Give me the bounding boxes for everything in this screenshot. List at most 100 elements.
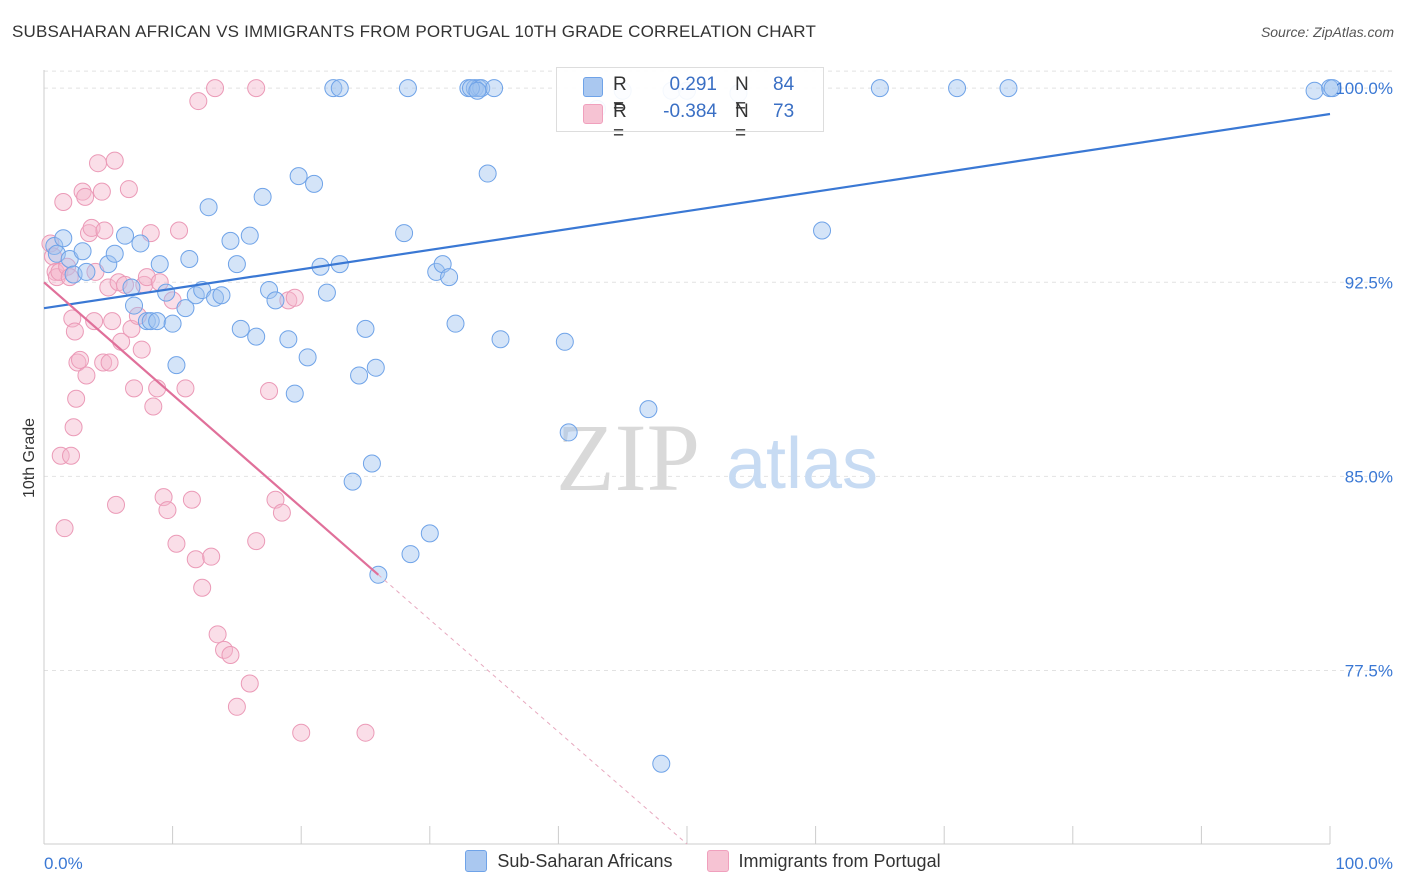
legend-item-subsaharan[interactable]: Sub-Saharan Africans — [465, 850, 673, 872]
portugal-point — [55, 519, 74, 538]
subsaharan-point — [317, 283, 336, 302]
stats-swatch-blue — [583, 77, 603, 97]
portugal-trend-extension — [378, 574, 688, 845]
portugal-point — [100, 353, 119, 372]
subsaharan-point — [176, 299, 195, 318]
portugal-point — [92, 182, 111, 201]
subsaharan-point — [247, 327, 266, 346]
subsaharan-point — [99, 255, 118, 274]
legend: Sub-Saharan Africans Immigrants from Por… — [0, 850, 1406, 872]
portugal-point — [240, 674, 259, 693]
n-label: N = — [735, 101, 749, 144]
subsaharan-point — [148, 312, 167, 331]
subsaharan-point — [253, 187, 272, 206]
subsaharan-point — [1323, 79, 1342, 98]
portugal-point — [182, 490, 201, 509]
subsaharan-point — [813, 221, 832, 240]
portugal-point — [170, 221, 189, 240]
n-value: 84 — [773, 74, 795, 95]
portugal-point — [158, 501, 177, 520]
portugal-point — [193, 578, 212, 597]
subsaharan-point — [870, 79, 889, 98]
portugal-point — [85, 312, 104, 331]
subsaharan-point — [279, 330, 298, 349]
n-value: 73 — [773, 101, 795, 122]
portugal-point — [103, 312, 122, 331]
portugal-point — [292, 723, 311, 742]
subsaharan-point — [125, 296, 144, 315]
subsaharan-point — [478, 164, 497, 183]
r-label: R = — [613, 74, 627, 117]
portugal-point — [272, 503, 291, 522]
series-subsaharan-points — [45, 79, 1342, 773]
portugal-point — [77, 366, 96, 385]
subsaharan-point — [485, 79, 504, 98]
subsaharan-point — [555, 332, 574, 351]
portugal-point — [186, 550, 205, 569]
subsaharan-point — [285, 384, 304, 403]
legend-label: Sub-Saharan Africans — [497, 850, 673, 871]
subsaharan-trend-line — [43, 112, 1331, 310]
subsaharan-point — [491, 330, 510, 349]
watermark-zip: ZIP — [556, 404, 700, 511]
r-value: 0.291 — [669, 74, 717, 95]
subsaharan-point — [366, 358, 385, 377]
subsaharan-point — [105, 244, 124, 263]
portugal-point — [68, 353, 87, 372]
subsaharan-point — [420, 524, 439, 543]
subsaharan-point — [330, 79, 349, 98]
portugal-point — [80, 224, 99, 243]
subsaharan-point — [305, 174, 324, 193]
portugal-point — [285, 288, 304, 307]
subsaharan-point — [199, 198, 218, 217]
subsaharan-point — [180, 249, 199, 268]
portugal-point — [356, 723, 375, 742]
subsaharan-point — [77, 262, 96, 281]
portugal-point — [94, 353, 113, 372]
legend-label: Immigrants from Portugal — [738, 850, 941, 871]
portugal-point — [64, 418, 83, 437]
subsaharan-point — [240, 226, 259, 245]
subsaharan-point — [221, 231, 240, 250]
subsaharan-point — [157, 283, 176, 302]
portugal-point — [189, 92, 208, 111]
subsaharan-point — [212, 286, 231, 305]
tick-labels: 77.5% 85.0% 92.5% 100.0% 0.0% 100.0% — [44, 79, 1393, 873]
grid-lines — [44, 70, 1392, 672]
legend-swatch-pink — [706, 850, 729, 872]
subsaharan-point — [999, 79, 1018, 98]
subsaharan-point — [398, 79, 417, 98]
subsaharan-point — [401, 545, 420, 564]
subsaharan-point — [446, 314, 465, 333]
portugal-point — [71, 350, 90, 369]
portugal-point — [89, 154, 108, 173]
portugal-point — [125, 379, 144, 398]
legend-item-portugal[interactable]: Immigrants from Portugal — [706, 850, 941, 872]
source-label: Source: ZipAtlas.com — [1260, 24, 1394, 40]
portugal-point — [51, 446, 70, 465]
portugal-point — [247, 79, 266, 98]
subsaharan-point — [289, 167, 308, 186]
subsaharan-point — [137, 312, 156, 331]
subsaharan-point — [440, 268, 459, 287]
subsaharan-point — [652, 754, 671, 773]
subsaharan-point — [150, 255, 169, 274]
n-label: N = — [735, 74, 749, 117]
subsaharan-point — [343, 472, 362, 491]
subsaharan-point — [73, 242, 92, 261]
portugal-point — [176, 379, 195, 398]
portugal-point — [67, 389, 86, 408]
x-tick-label: 0.0% — [44, 854, 83, 873]
subsaharan-point — [350, 366, 369, 385]
portugal-point — [144, 397, 163, 416]
portugal-point — [95, 221, 114, 240]
series-portugal-points — [41, 79, 375, 742]
y-tick-label: 100.0% — [1335, 79, 1393, 98]
stats-swatch-pink — [583, 104, 603, 124]
portugal-point — [206, 79, 225, 98]
x-tick-label: 100.0% — [1335, 854, 1393, 873]
subsaharan-point — [559, 423, 578, 442]
portugal-point — [107, 495, 126, 514]
portugal-point — [119, 180, 138, 199]
subsaharan-point — [324, 79, 343, 98]
